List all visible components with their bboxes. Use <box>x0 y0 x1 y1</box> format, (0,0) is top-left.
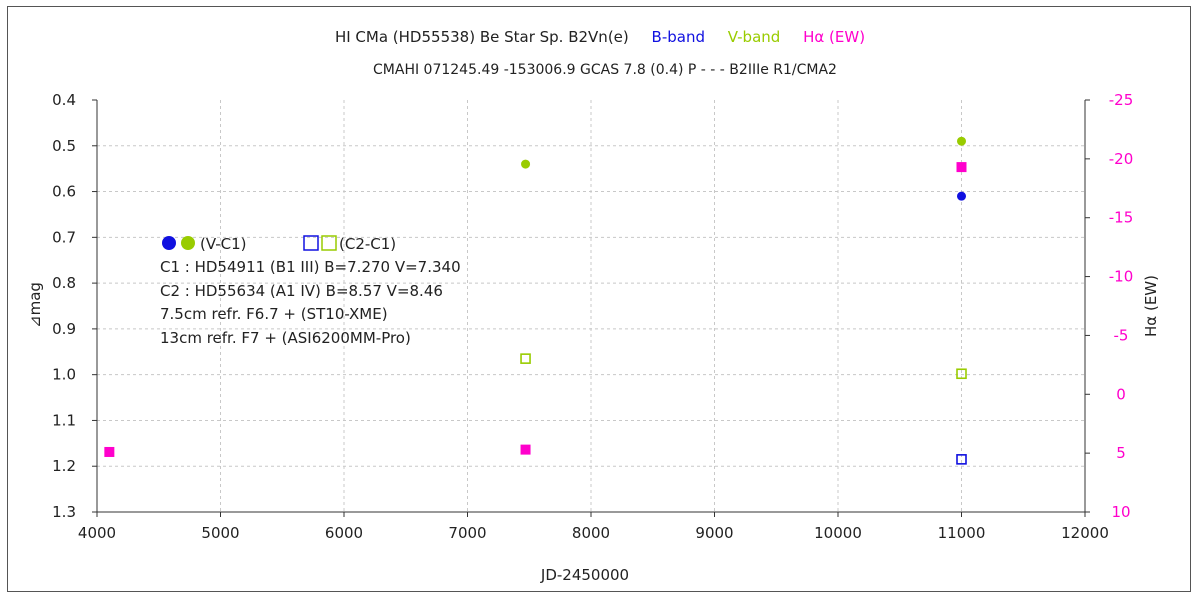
data-point <box>520 444 531 455</box>
x-tick-label: 8000 <box>572 524 610 542</box>
title-v-band: V-band <box>728 28 781 46</box>
data-point <box>957 136 966 146</box>
y-left-tick-label: 1.1 <box>52 411 76 429</box>
note-equipment-1: 7.5cm refr. F6.7 + (ST10-XME) <box>160 305 388 323</box>
y-axis-label-left: ⊿mag <box>26 282 44 328</box>
y-left-tick-label: 0.4 <box>52 91 76 109</box>
y-left-tick-label: 1.2 <box>52 457 76 475</box>
axes <box>92 99 1090 517</box>
chart-title: HI CMa (HD55538) Be Star Sp. B2Vn(e) B-b… <box>335 28 865 46</box>
x-tick-label: 4000 <box>78 524 116 542</box>
y-right-tick-label: 5 <box>1116 444 1126 462</box>
y-right-tick-label: -20 <box>1109 150 1134 168</box>
note-equipment-2: 13cm refr. F7 + (ASI6200MM-Pro) <box>160 329 411 347</box>
x-tick-label: 12000 <box>1061 524 1109 542</box>
y-left-tick-label: 0.6 <box>52 183 76 201</box>
title-ha: Hα (EW) <box>803 28 865 46</box>
data-points <box>104 136 967 465</box>
note-c2: C2 : HD55634 (A1 IV) B=8.57 V=8.46 <box>160 282 443 300</box>
y-left-tick-label: 0.5 <box>52 137 76 155</box>
tick-labels: 4000 5000 6000 7000 8000 9000 10000 11000 12000 0… <box>52 91 1133 542</box>
x-tick-label: 5000 <box>201 524 239 542</box>
y-left-tick-label: 0.7 <box>52 228 76 246</box>
data-point <box>956 454 967 465</box>
y-right-tick-label: -15 <box>1109 209 1134 227</box>
y-right-tick-label: -5 <box>1114 326 1129 344</box>
legend: (V-C1) (C2-C1) <box>162 235 396 253</box>
title-prefix: HI CMa (HD55538) Be Star Sp. B2Vn(e) <box>335 28 629 46</box>
data-point <box>956 162 967 173</box>
x-axis-label: JD-2450000 <box>540 566 629 584</box>
title-b-band: B-band <box>652 28 705 46</box>
chart-frame <box>7 6 1191 592</box>
y-axis-label-right: Hα (EW) <box>1142 275 1160 337</box>
x-tick-label: 6000 <box>325 524 363 542</box>
data-point <box>104 446 115 457</box>
y-left-tick-label: 0.9 <box>52 320 76 338</box>
data-point <box>520 353 531 364</box>
legend-marker-b-circle <box>162 236 176 250</box>
y-right-tick-label: -25 <box>1109 91 1134 109</box>
grid <box>97 100 1085 512</box>
x-tick-label: 9000 <box>695 524 733 542</box>
legend-label-vc1: (V-C1) <box>200 235 247 253</box>
y-right-tick-label: 10 <box>1111 503 1130 521</box>
data-point <box>956 368 967 380</box>
data-point <box>957 191 966 201</box>
chart-subtitle: CMAHI 071245.49 -153006.9 GCAS 7.8 (0.4)… <box>373 62 837 78</box>
y-left-tick-label: 1.3 <box>52 503 76 521</box>
y-right-tick-label: -10 <box>1109 268 1134 286</box>
note-c1: C1 : HD54911 (B1 III) B=7.270 V=7.340 <box>160 258 461 276</box>
y-left-tick-label: 1.0 <box>52 366 76 384</box>
legend-marker-v-square <box>321 235 337 251</box>
y-right-tick-label: 0 <box>1116 385 1126 403</box>
legend-label-c2c1: (C2-C1) <box>339 235 396 253</box>
x-tick-label: 11000 <box>938 524 986 542</box>
data-point <box>521 159 531 169</box>
legend-marker-v-circle <box>181 236 195 250</box>
x-tick-label: 10000 <box>814 524 862 542</box>
legend-marker-b-square <box>303 235 319 251</box>
y-left-tick-label: 0.8 <box>52 274 76 292</box>
x-tick-label: 7000 <box>448 524 486 542</box>
